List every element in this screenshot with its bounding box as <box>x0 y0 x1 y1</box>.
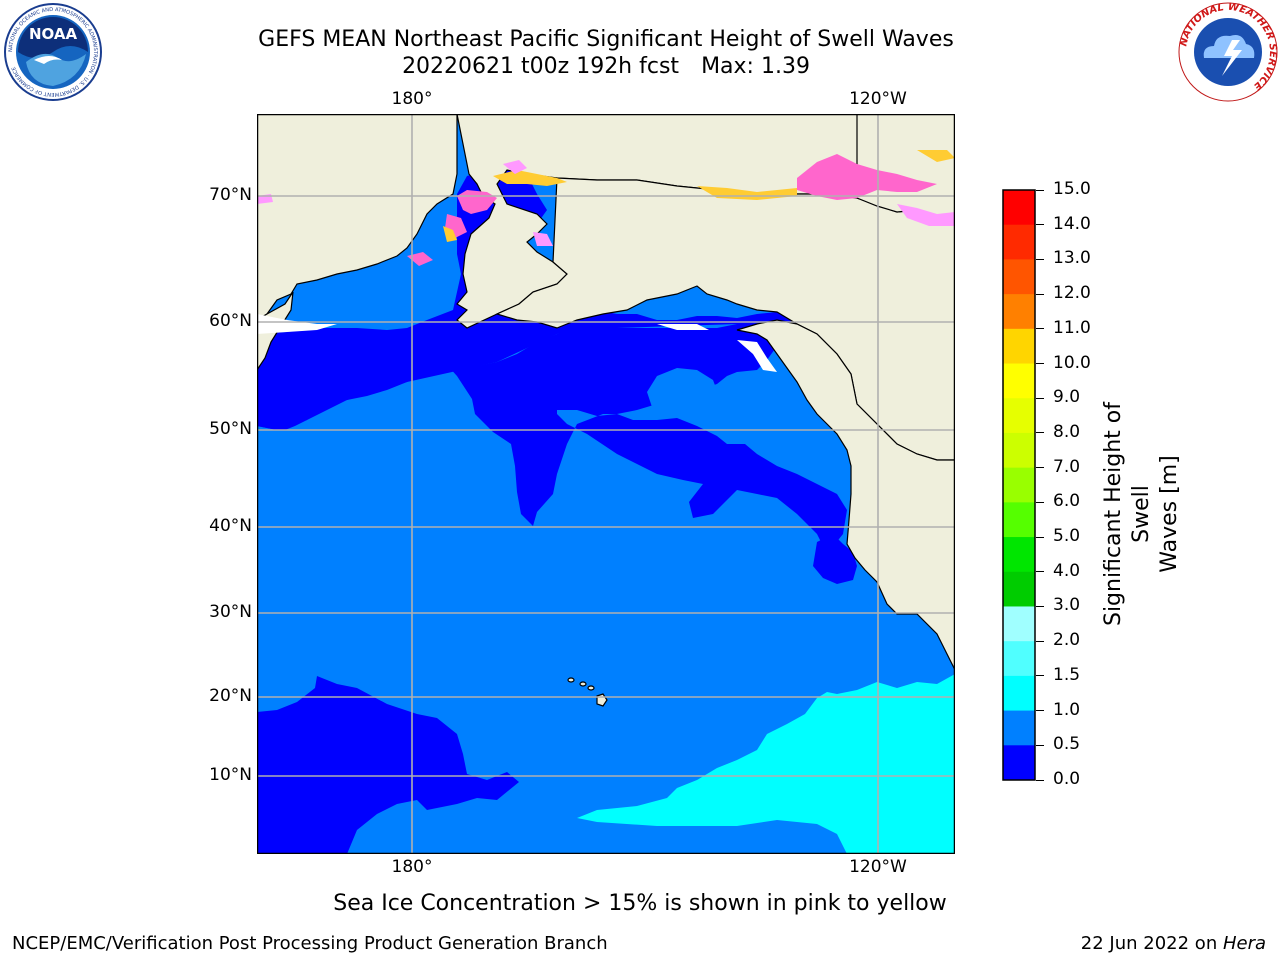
colorbar-segment <box>1003 571 1035 607</box>
graticule <box>257 114 955 854</box>
high-swell-southeast <box>577 674 955 854</box>
colorbar-tick-label: 5.0 <box>1053 526 1081 547</box>
max-label: Max: 1.39 <box>701 54 810 79</box>
colorbar-tick-mark <box>1036 224 1044 226</box>
colorbar-tick-mark <box>1036 258 1044 260</box>
colorbar-tick-label: 10.0 <box>1053 352 1091 373</box>
colorbar-tick-mark <box>1036 779 1044 781</box>
colorbar-segment <box>1003 606 1035 642</box>
map-title: GEFS MEAN Northeast Pacific Significant … <box>258 27 954 52</box>
low-swell-california <box>813 534 857 584</box>
colorbar-segment <box>1003 398 1035 434</box>
colorbar-tick-label: 0.0 <box>1053 769 1081 789</box>
lat-label-60n: 60°N <box>209 311 252 331</box>
colorbar-tick-mark <box>1036 675 1044 677</box>
colorbar-segment <box>1003 328 1035 365</box>
map-frame <box>257 114 955 854</box>
colorbar-tick-mark <box>1036 397 1044 399</box>
noaa-logo: NOAA NATIONAL OCEANIC AND ATMOSPHERIC AD… <box>4 3 102 101</box>
lon-label-bottom-180: 180° <box>391 857 433 877</box>
sea-ice-note: Sea Ice Concentration > 15% is shown in … <box>333 891 947 916</box>
colorbar-tick-label: 12.0 <box>1053 283 1091 304</box>
coastal-gaps <box>257 314 777 372</box>
land-asia <box>257 114 458 321</box>
colorbar-tick-label: 14.0 <box>1053 213 1091 234</box>
nws-logo: NATIONAL WEATHER SERVICE <box>1178 2 1278 102</box>
mid-swell-gulf <box>647 368 719 418</box>
colorbar-tick-mark <box>1036 536 1044 538</box>
lon-label-top-180: 180° <box>391 89 433 109</box>
colorbar-tick-label: 7.0 <box>1053 456 1081 477</box>
colorbar-segment <box>1003 675 1035 712</box>
colorbar-tick-label: 1.0 <box>1053 699 1081 720</box>
colorbar-tick-mark <box>1036 467 1044 469</box>
colorbar-segment <box>1003 537 1035 573</box>
colorbar <box>1002 189 1036 781</box>
colorbar-segment <box>1003 502 1035 538</box>
map-panel <box>257 114 955 854</box>
colorbar-tick-mark <box>1036 189 1044 191</box>
colorbar-tick-label: 13.0 <box>1053 248 1091 269</box>
colorbar-title: Significant Height of Swell Waves [m] <box>1100 384 1182 644</box>
colorbar-segment <box>1003 432 1035 469</box>
low-swell-south <box>257 676 519 854</box>
colorbar-tick-mark <box>1036 640 1044 642</box>
colorbar-tick-mark <box>1036 605 1044 607</box>
colorbar-segment <box>1003 224 1035 260</box>
colorbar-tick-mark <box>1036 501 1044 503</box>
footer-date: 22 Jun 2022 on Hera <box>1081 933 1266 954</box>
colorbar-tick-mark <box>1036 744 1044 746</box>
colorbar-tick-label: 2.0 <box>1053 630 1081 651</box>
colorbar-segment <box>1003 641 1035 677</box>
colorbar-tick-label: 4.0 <box>1053 560 1081 581</box>
lat-label-70n: 70°N <box>209 185 252 205</box>
colorbar-tick-label: 8.0 <box>1053 421 1081 442</box>
lat-label-10n: 10°N <box>209 765 252 785</box>
noaa-logo-text: NOAA <box>29 25 78 43</box>
colorbar-tick-mark <box>1036 571 1044 573</box>
colorbar-segment <box>1003 294 1035 330</box>
footer-host: Hera <box>1222 933 1266 954</box>
colorbar-tick-label: 11.0 <box>1053 317 1091 338</box>
colorbar-segment <box>1003 467 1035 503</box>
sea-ice-overlay <box>257 150 955 266</box>
land-alaska-south <box>495 177 955 461</box>
colorbar-title-line2: Waves [m] <box>1157 455 1182 573</box>
lat-label-40n: 40°N <box>209 516 252 536</box>
run-label: 20220621 t00z 192h fcst <box>402 54 680 79</box>
colorbar-tick-label: 6.0 <box>1053 491 1081 512</box>
colorbar-tick-mark <box>1036 293 1044 295</box>
colorbar-segment <box>1003 190 1035 226</box>
colorbar-title-line1: Significant Height of Swell <box>1101 401 1154 627</box>
lat-label-50n: 50°N <box>209 419 252 439</box>
lon-label-top-120w: 120°W <box>849 89 907 109</box>
map-subtitle: 20220621 t00z 192h fcst Max: 1.39 <box>0 54 1212 80</box>
colorbar-tick-mark <box>1036 363 1044 365</box>
colorbar-tick-label: 9.0 <box>1053 387 1081 408</box>
colorbar-tick-label: 1.5 <box>1053 664 1081 685</box>
colorbar-segment <box>1003 710 1035 746</box>
colorbar-tick-label: 15.0 <box>1053 179 1091 199</box>
colorbar-frame <box>1002 189 1036 781</box>
land-north-america <box>736 114 955 671</box>
colorbar-tick-mark <box>1036 432 1044 434</box>
colorbar-segment <box>1003 363 1035 399</box>
colorbar-segment <box>1003 259 1035 295</box>
lat-label-30n: 30°N <box>209 602 252 622</box>
colorbar-segment <box>1003 745 1035 781</box>
footer-date-text: 22 Jun 2022 on <box>1080 933 1223 954</box>
lat-label-20n: 20°N <box>209 686 252 706</box>
colorbar-tick-label: 3.0 <box>1053 595 1081 616</box>
colorbar-tick-mark <box>1036 710 1044 712</box>
colorbar-tick-label: 0.5 <box>1053 734 1081 755</box>
lon-label-bottom-120w: 120°W <box>849 857 907 877</box>
footer-credit: NCEP/EMC/Verification Post Processing Pr… <box>12 933 608 954</box>
colorbar-tick-mark <box>1036 328 1044 330</box>
